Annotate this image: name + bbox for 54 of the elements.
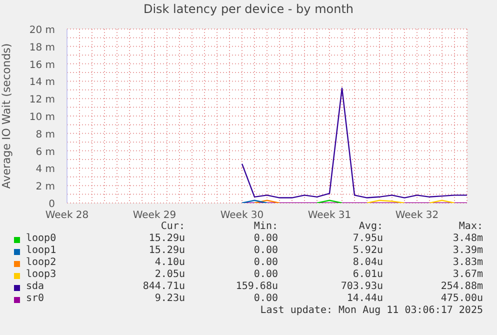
- y-tick-label: 2 m: [36, 182, 55, 193]
- y-tick-label: 16 m: [29, 60, 55, 71]
- y-tick-label: 12 m: [29, 94, 55, 106]
- text: 7.95u: [352, 233, 383, 244]
- text: 254.88m: [440, 281, 483, 292]
- text: 14.44u: [346, 293, 383, 304]
- legend-label: loop1: [26, 245, 56, 256]
- y-tick-label: 18 m: [29, 42, 55, 54]
- text: 0.00: [252, 293, 278, 304]
- text: 0.00: [252, 245, 278, 256]
- text: 0.00: [252, 233, 278, 244]
- text: Avg:: [358, 221, 383, 232]
- chart-title: Disk latency per device - by month: [142, 2, 355, 16]
- text: 2.05u: [154, 269, 185, 280]
- y-tick-label: 10 m: [29, 112, 55, 123]
- text: 6.01u: [352, 269, 383, 280]
- legend-label: loop0: [26, 233, 56, 244]
- text: 4.10u: [154, 257, 185, 268]
- text: Min:: [252, 221, 278, 232]
- legend-label: sda: [26, 281, 44, 292]
- legend-label: loop2: [26, 257, 56, 268]
- text: 475.00u: [440, 293, 483, 304]
- text: 3.83m: [452, 257, 483, 268]
- y-tick-label: 20 m: [29, 25, 55, 36]
- y-tick-label: 0: [48, 199, 55, 210]
- y-axis-title: Average IO Wait (seconds): [0, 43, 13, 189]
- x-tick-label: Week 29: [132, 210, 176, 222]
- x-tick-label: Week 32: [395, 210, 439, 222]
- text: 3.67m: [452, 269, 483, 280]
- text: 15.29u: [148, 245, 185, 256]
- text: 0.00: [252, 257, 278, 268]
- text: 159.68u: [234, 281, 278, 292]
- text: Cur:: [160, 221, 185, 232]
- text: 8.04u: [352, 257, 383, 268]
- x-tick-label: Week 31: [308, 210, 352, 222]
- text: 3.39m: [452, 245, 483, 256]
- text: 3.48m: [452, 233, 483, 244]
- text: 5.92u: [352, 245, 383, 256]
- text: Max:: [458, 221, 483, 232]
- y-tick-label: 8 m: [36, 129, 55, 140]
- text: 703.93u: [340, 281, 383, 292]
- legend-label: loop3: [26, 269, 56, 280]
- x-tick-label: Week 30: [220, 210, 264, 222]
- y-tick-label: 6 m: [36, 146, 55, 158]
- text: 15.29u: [148, 233, 185, 244]
- text: Last update: Mon Aug 11 03:06:17 2025: [259, 305, 483, 316]
- line-series: [241, 88, 468, 198]
- y-tick-label: 14 m: [29, 77, 55, 88]
- y-tick-label: 4 m: [36, 164, 55, 176]
- text: 0.00: [252, 269, 278, 280]
- text: 844.71u: [142, 281, 185, 292]
- legend-label: sr0: [26, 293, 44, 304]
- text: 9.23u: [154, 293, 185, 304]
- x-tick-label: Week 28: [45, 210, 89, 222]
